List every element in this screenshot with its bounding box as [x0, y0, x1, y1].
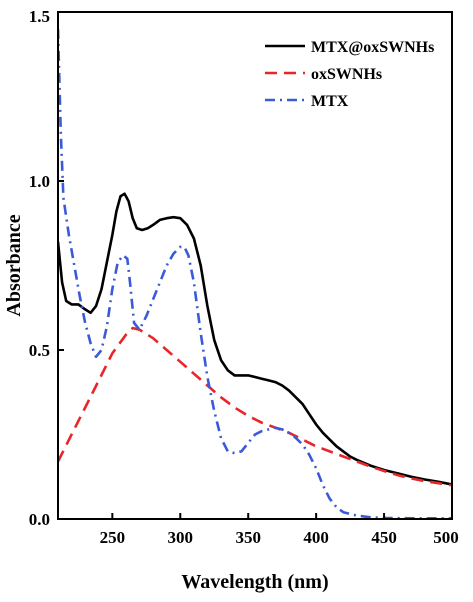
series-line-mtx-oxswnhs: [58, 192, 452, 486]
legend-label: MTX@oxSWNHs: [311, 39, 434, 56]
x-tick-label: 500: [433, 528, 459, 547]
legend: MTX@oxSWNHs oxSWNHs MTX: [265, 39, 434, 110]
y-axis-title: Absorbance: [3, 214, 25, 316]
x-tick-label: 350: [235, 528, 261, 547]
x-tick-label: 450: [371, 528, 397, 547]
x-tick-label: 300: [168, 528, 194, 547]
y-tick-label: 1.0: [29, 172, 50, 191]
x-tick-label: 400: [303, 528, 329, 547]
plot-lines: [58, 28, 452, 519]
y-axis-ticks: 0.0 0.5 1.0 1.5: [29, 7, 64, 529]
y-tick-label: 0.5: [29, 341, 50, 360]
series-line-mtx: [58, 28, 452, 519]
x-axis-title: Wavelength (nm): [181, 571, 328, 593]
y-tick-label: 1.5: [29, 7, 50, 26]
series-line-oxswnhs: [58, 326, 452, 487]
y-tick-label: 0.0: [29, 510, 50, 529]
legend-label: oxSWNHs: [311, 66, 382, 83]
legend-label: MTX: [311, 93, 349, 110]
x-axis-ticks: 250 300 350 400 450 500: [100, 513, 459, 547]
x-tick-label: 250: [100, 528, 126, 547]
plot-frame: [57, 11, 453, 520]
